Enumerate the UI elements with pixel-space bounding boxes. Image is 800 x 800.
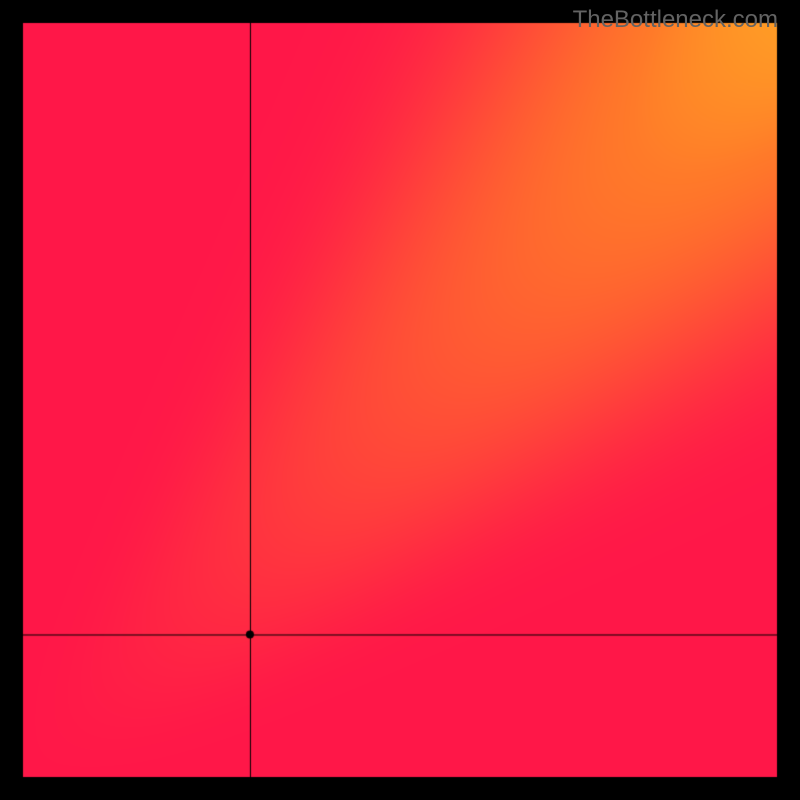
chart-container: TheBottleneck.com [0,0,800,800]
bottleneck-heatmap [0,0,800,800]
watermark-text: TheBottleneck.com [573,6,778,34]
